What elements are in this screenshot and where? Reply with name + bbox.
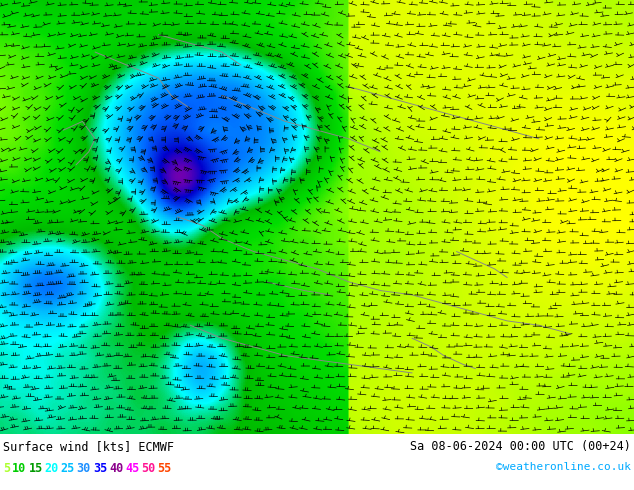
Text: 25: 25 <box>61 462 75 475</box>
Text: 55: 55 <box>157 462 171 475</box>
Text: 45: 45 <box>125 462 139 475</box>
Text: 50: 50 <box>141 462 155 475</box>
Text: ©weatheronline.co.uk: ©weatheronline.co.uk <box>496 462 631 472</box>
Text: 15: 15 <box>29 462 42 475</box>
Text: 10: 10 <box>12 462 27 475</box>
Text: 60: 60 <box>173 462 188 475</box>
Text: 40: 40 <box>109 462 123 475</box>
Text: Sa 08-06-2024 00:00 UTC (00+24): Sa 08-06-2024 00:00 UTC (00+24) <box>410 440 631 453</box>
Text: 5: 5 <box>3 462 10 475</box>
Text: 30: 30 <box>77 462 91 475</box>
Text: Surface wind [kts] ECMWF: Surface wind [kts] ECMWF <box>3 440 174 453</box>
Text: 35: 35 <box>93 462 107 475</box>
Text: 20: 20 <box>44 462 59 475</box>
